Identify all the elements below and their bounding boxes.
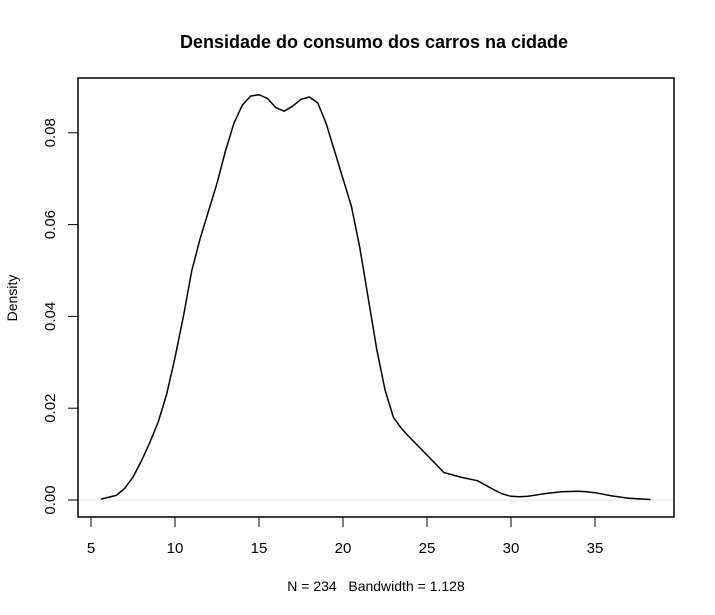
x-axis-label: N = 234 Bandwidth = 1.128 bbox=[287, 578, 465, 594]
density-curve bbox=[100, 93, 651, 501]
x-tick-label: 35 bbox=[587, 540, 604, 557]
x-tick-label: 30 bbox=[503, 540, 520, 557]
x-tick-label: 20 bbox=[335, 540, 352, 557]
plot-frame bbox=[77, 77, 675, 518]
y-tick-label: 0.00 bbox=[42, 485, 59, 514]
x-tick-label: 25 bbox=[419, 540, 436, 557]
y-axis-label: Density bbox=[4, 275, 20, 322]
y-axis: 0.00 0.02 0.04 0.06 0.08 bbox=[42, 118, 78, 515]
y-tick-label: 0.04 bbox=[42, 302, 59, 331]
x-tick-label: 5 bbox=[87, 540, 95, 557]
y-tick-label: 0.06 bbox=[42, 210, 59, 239]
x-axis: 5 10 15 20 25 30 35 bbox=[87, 516, 604, 557]
y-tick-label: 0.08 bbox=[42, 118, 59, 147]
x-tick-label: 15 bbox=[251, 540, 268, 557]
y-tick-label: 0.02 bbox=[42, 394, 59, 423]
x-tick-label: 10 bbox=[167, 540, 184, 557]
chart-title: Densidade do consumo dos carros na cidad… bbox=[180, 32, 568, 52]
